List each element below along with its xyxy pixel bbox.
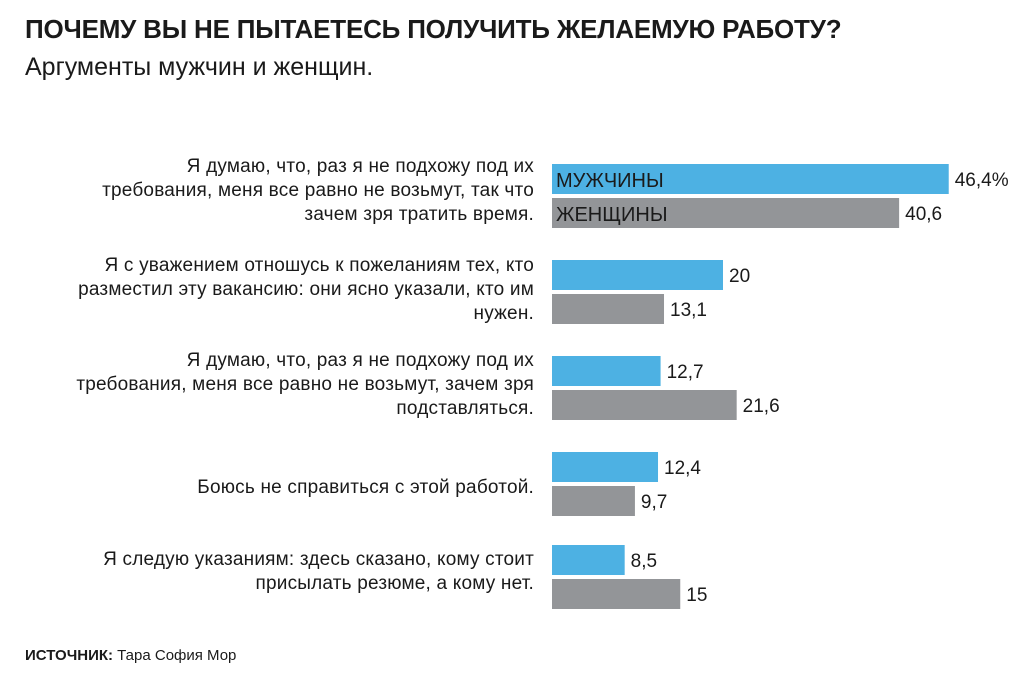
men-value-label-2: 20 — [729, 266, 750, 287]
category-label-line: подставляться. — [396, 398, 534, 419]
source-text: Тара София Мор — [113, 647, 237, 664]
men-bar-5 — [552, 545, 625, 575]
women-bar-3 — [552, 390, 737, 420]
bar-group-5: 8,5 15 — [552, 545, 707, 609]
category-label-line: Я с уважением отношусь к пожеланиям тех,… — [104, 255, 534, 276]
category-label-1: Я думаю, что, раз я не подхожу под их тре… — [14, 155, 534, 227]
men-bar-3 — [552, 356, 661, 386]
category-label-line: присылать резюме, а кому нет. — [255, 573, 534, 594]
category-label-line: требования, меня все равно не возьмут, т… — [102, 180, 534, 201]
women-value-label-5: 15 — [686, 585, 707, 606]
men-bar-1 — [552, 164, 949, 194]
category-label-line: нужен. — [473, 303, 534, 324]
men-bar-2 — [552, 260, 723, 290]
category-label-line: Я следую указаниям: здесь сказано, кому … — [103, 549, 534, 570]
legend-men: МУЖЧИНЫ — [556, 170, 664, 192]
men-value-label-4: 12,4 — [664, 458, 701, 479]
chart-subtitle: Аргументы мужчин и женщин. — [25, 53, 374, 81]
men-value-label-1: 46,4% — [955, 170, 1009, 191]
category-label-line: Я думаю, что, раз я не подхожу под их — [186, 156, 534, 177]
women-value-label-1: 40,6 — [905, 204, 942, 225]
women-bar-2 — [552, 294, 665, 324]
women-value-label-3: 21,6 — [743, 396, 780, 417]
source-label: ИСТОЧНИК: — [25, 647, 114, 664]
bar-group-4: 12,4 9,7 — [552, 452, 701, 516]
category-label-2: Я с уважением отношусь к пожеланиям тех,… — [14, 254, 534, 326]
women-bar-4 — [552, 486, 635, 516]
category-label-line: Я думаю, что, раз я не подхожу под их — [186, 350, 534, 371]
women-value-label-2: 13,1 — [670, 300, 707, 321]
category-label-3: Я думаю, что, раз я не подхожу под их тре… — [14, 349, 534, 421]
women-bar-1 — [552, 198, 900, 228]
category-label-line: разместил эту вакансию: они ясно указали… — [78, 279, 534, 300]
men-bar-4 — [552, 452, 659, 482]
category-label-line: требования, меня все равно не возьмут, з… — [76, 374, 534, 395]
source-note: ИСТОЧНИК: Тара София Мор — [25, 647, 236, 664]
bar-group-2: 20 13,1 — [552, 260, 750, 324]
category-label-line: зачем зря тратить время. — [304, 204, 534, 225]
women-value-label-4: 9,7 — [641, 492, 667, 513]
men-value-label-3: 12,7 — [667, 362, 704, 383]
category-label-5: Я следую указаниям: здесь сказано, кому … — [14, 548, 534, 596]
chart-title: ПОЧЕМУ ВЫ НЕ ПЫТАЕТЕСЬ ПОЛУЧИТЬ ЖЕЛАЕМУЮ… — [25, 14, 842, 44]
category-label-line: Боюсь не справиться с этой работой. — [197, 477, 534, 498]
category-label-4: Боюсь не справиться с этой работой. — [14, 476, 534, 500]
bar-group-1: 46,4% МУЖЧИНЫ 40,6 ЖЕНЩИНЫ — [552, 164, 1009, 228]
bar-group-3: 12,7 21,6 — [552, 356, 780, 420]
women-bar-5 — [552, 579, 681, 609]
legend-women: ЖЕНЩИНЫ — [556, 204, 668, 226]
men-value-label-5: 8,5 — [631, 551, 657, 572]
